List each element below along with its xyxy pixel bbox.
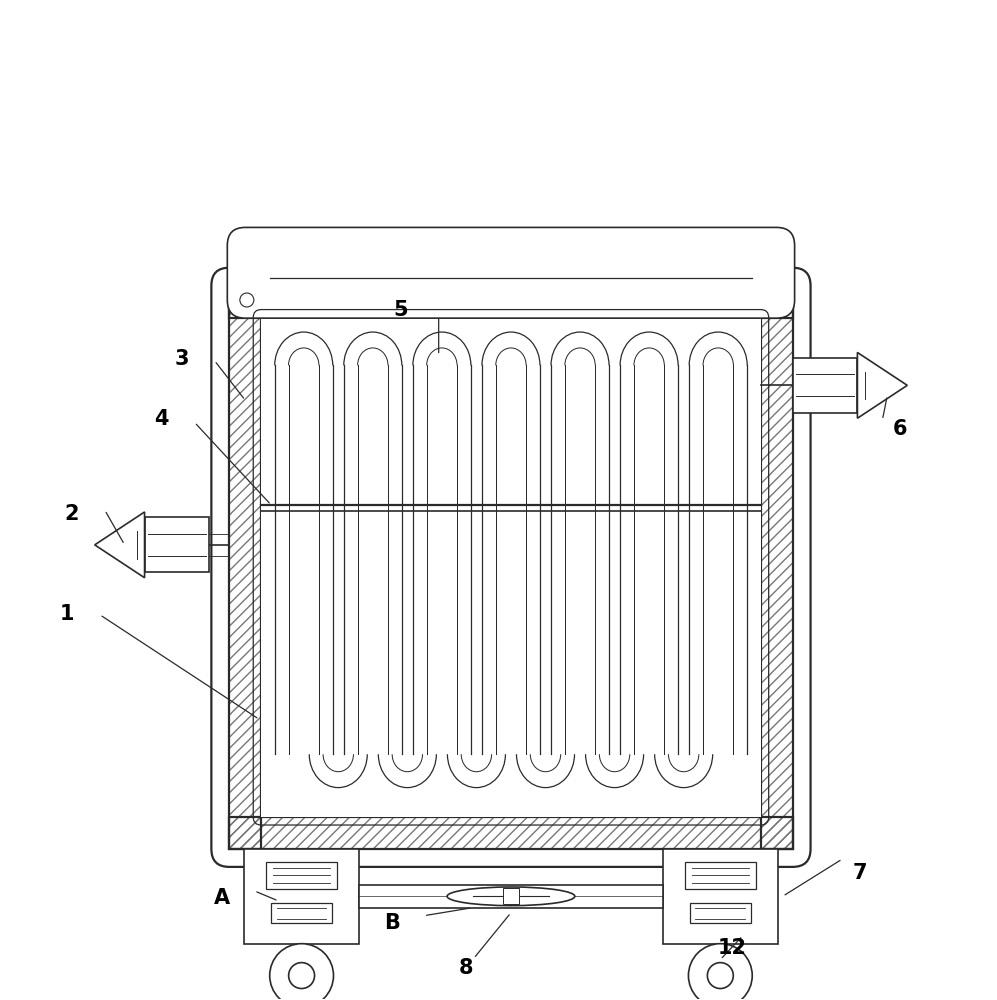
Text: 5: 5 [394,300,409,320]
Bar [229,286,793,318]
Text: 6: 6 [892,419,907,439]
Circle shape [707,963,733,989]
Bar [266,862,337,889]
Bar [261,318,761,817]
Bar [229,286,793,318]
Bar [244,849,359,944]
Polygon shape [857,352,907,418]
Circle shape [289,963,314,989]
Bar [761,286,793,849]
FancyBboxPatch shape [211,268,811,867]
Text: 7: 7 [852,863,867,883]
Text: B: B [384,913,400,933]
Text: 3: 3 [174,349,189,369]
Bar [663,849,778,944]
Bar [359,885,663,908]
Bar [685,862,756,889]
FancyBboxPatch shape [227,227,795,318]
Text: 4: 4 [155,409,169,429]
Ellipse shape [447,887,575,906]
Bar [145,517,209,572]
Circle shape [688,944,752,1000]
Bar [229,817,793,849]
Bar [663,849,778,944]
Text: A: A [214,888,230,908]
Bar [229,286,261,849]
Bar [793,358,857,413]
Bar [761,286,793,849]
Circle shape [269,944,333,1000]
Text: 12: 12 [718,938,747,958]
Circle shape [240,293,254,307]
Bar [244,849,359,944]
Bar [271,903,332,923]
Bar [229,817,793,849]
Text: 2: 2 [65,504,80,524]
Text: 1: 1 [60,604,75,624]
Bar [229,286,261,849]
Bar [690,903,751,923]
Bar [793,358,857,413]
Polygon shape [95,512,145,578]
Text: 8: 8 [459,958,474,978]
Bar [502,888,518,904]
